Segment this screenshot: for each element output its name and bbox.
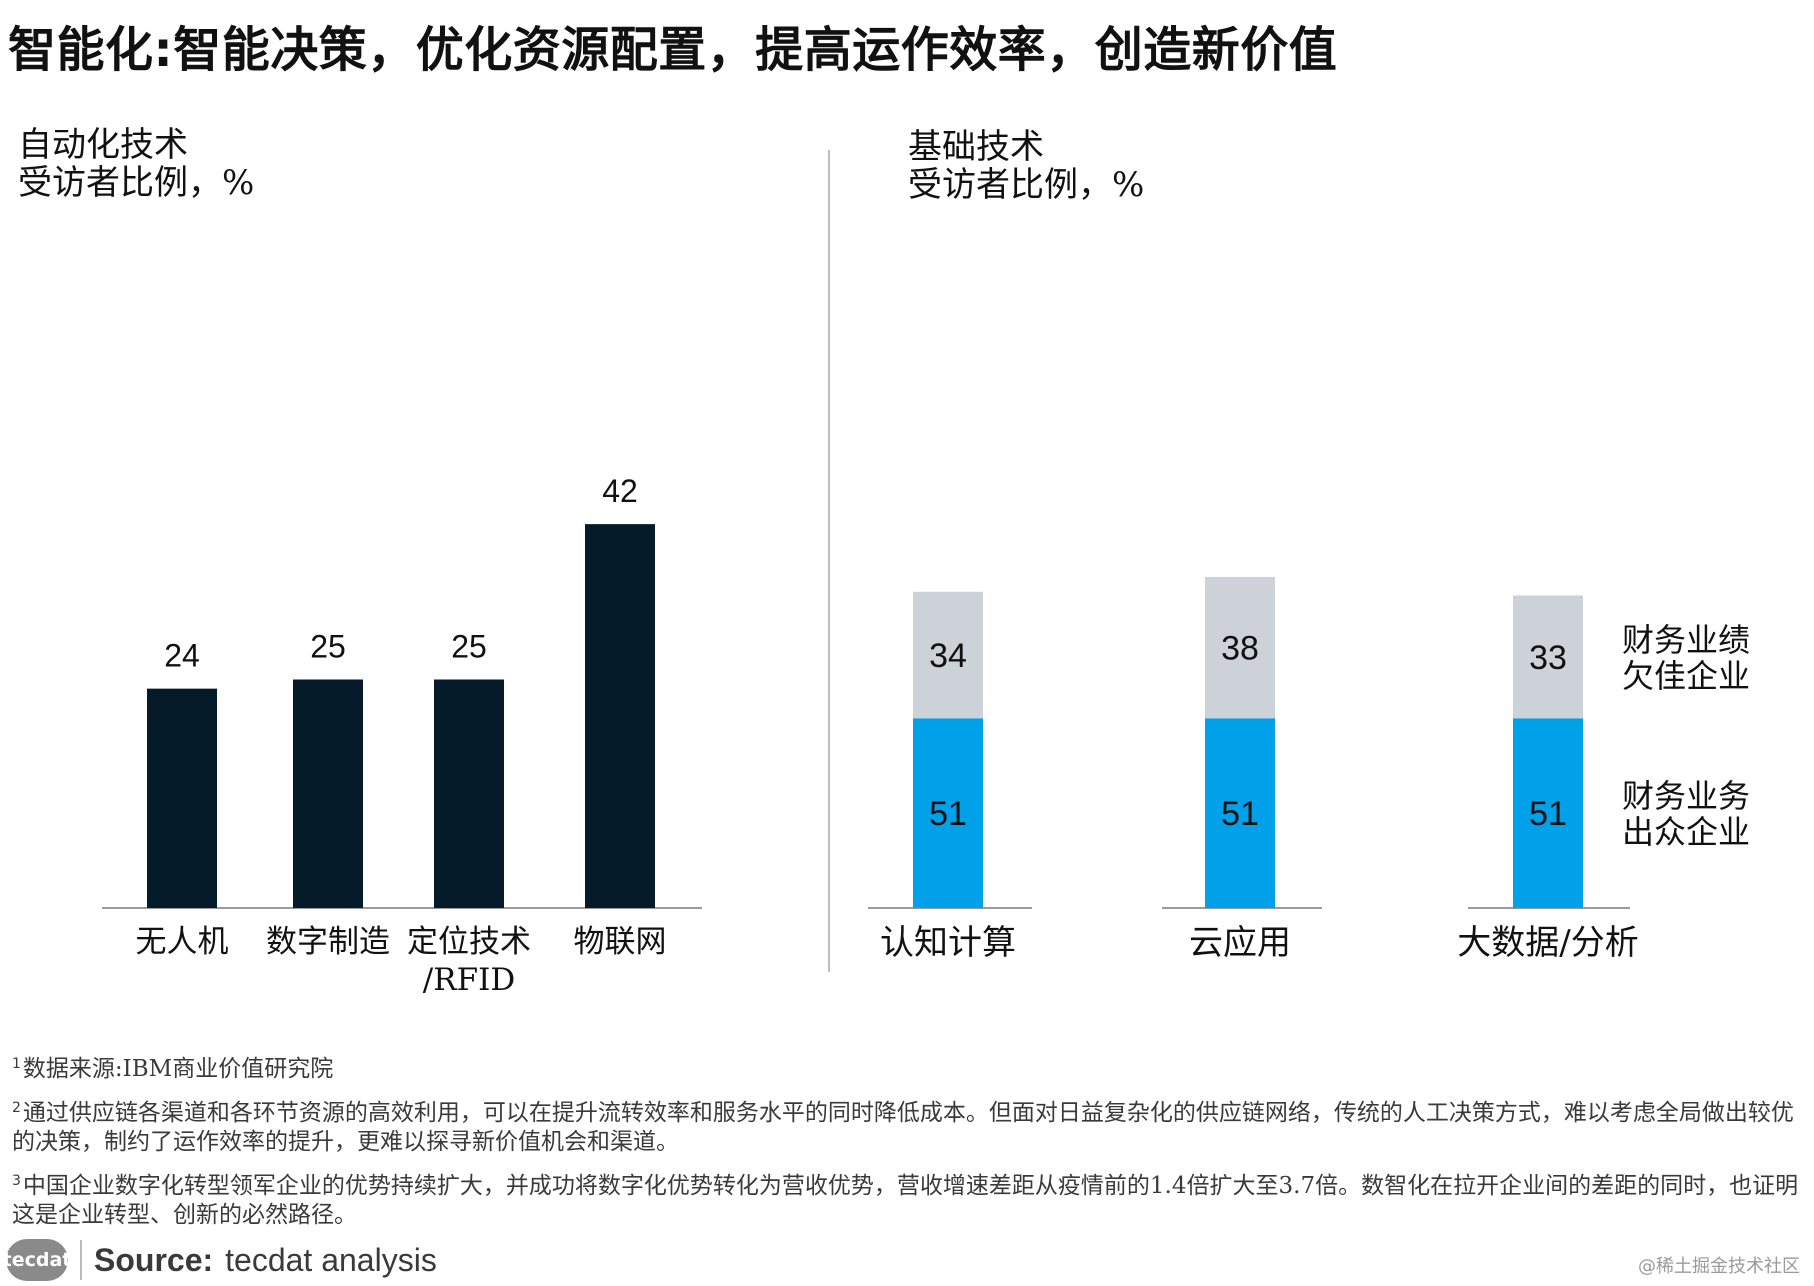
right-chart-heading: 基础技术 受访者比例，%	[908, 128, 1144, 204]
category-label: 认知计算	[880, 923, 1016, 963]
stacked-bar-1-segment-2	[913, 591, 983, 719]
logo-separator	[80, 1240, 82, 1280]
charts-canvas: 24 无人机 25 数字制造 25 定位技术/RFID 42 物联网 51 34 认知计算 51 38 云…	[102, 473, 1750, 998]
bar-4	[585, 524, 655, 908]
footnote-3: 3中国企业数字化转型领军企业的优势持续扩大，并成功将数字化优势转化为营收优势，营…	[12, 1173, 1799, 1228]
segment-value-label: 51	[1529, 795, 1567, 833]
category-label: 无人机	[136, 924, 229, 960]
page-title: 智能化:智能决策，优化资源配置，提高运作效率，创造新价值	[8, 22, 1338, 78]
panel-divider	[828, 150, 830, 972]
stacked-bar-3-segment-2	[1513, 595, 1583, 719]
segment-value-label: 33	[1529, 639, 1567, 677]
bar-value-label: 24	[164, 638, 200, 674]
segment-value-label: 34	[929, 637, 967, 675]
bar-value-label: 25	[310, 629, 346, 665]
stacked-bar-2-segment-1	[1205, 718, 1275, 908]
source-text: tecdat analysis	[225, 1241, 437, 1278]
category-label: 大数据/分析	[1457, 923, 1638, 963]
left-chart-heading: 自动化技术 受访者比例，%	[18, 126, 254, 202]
watermark: @稀土掘金技术社区	[1638, 1256, 1800, 1277]
source-label: Source:	[94, 1241, 214, 1278]
stacked-bar-3-segment-1	[1513, 718, 1583, 908]
bar-value-label: 25	[451, 629, 487, 665]
left-chart-subtitle: 受访者比例，%	[18, 163, 255, 203]
footnote-2: 2通过供应链各渠道和各环节资源的高效利用，可以在提升流转效率和服务水平的同时降低…	[12, 1100, 1794, 1155]
right-chart-subtitle: 受访者比例，%	[908, 165, 1145, 205]
category-label: 定位技术/RFID	[407, 924, 531, 998]
bar-3	[434, 679, 504, 908]
segment-value-label: 38	[1221, 630, 1259, 668]
bar-value-label: 42	[602, 473, 638, 509]
footnotes: 1数据来源:IBM商业价值研究院 2通过供应链各渠道和各环节资源的高效利用，可以…	[12, 1050, 1812, 1240]
stacked-bar-1-segment-1	[913, 718, 983, 908]
category-label: 云应用	[1189, 923, 1291, 963]
stacked-bar-2-segment-2	[1205, 576, 1275, 719]
footnote-1: 1数据来源:IBM商业价值研究院	[12, 1056, 334, 1082]
right-chart-title: 基础技术	[908, 127, 1044, 167]
bar-1	[147, 688, 217, 908]
category-label: 数字制造	[266, 924, 390, 960]
source-row: tecdat Source: tecdat analysis	[3, 1235, 437, 1285]
segment-value-label: 51	[929, 795, 967, 833]
category-label: 物联网	[574, 924, 667, 960]
segment-value-label: 51	[1221, 795, 1259, 833]
tecdat-logo: tecdat	[3, 1239, 71, 1281]
legend-label-series-1: 财务业务出众企业	[1622, 777, 1750, 851]
bar-2	[293, 679, 363, 908]
legend-label-series-2: 财务业绩欠佳企业	[1622, 621, 1750, 695]
left-chart-title: 自动化技术	[18, 125, 188, 165]
